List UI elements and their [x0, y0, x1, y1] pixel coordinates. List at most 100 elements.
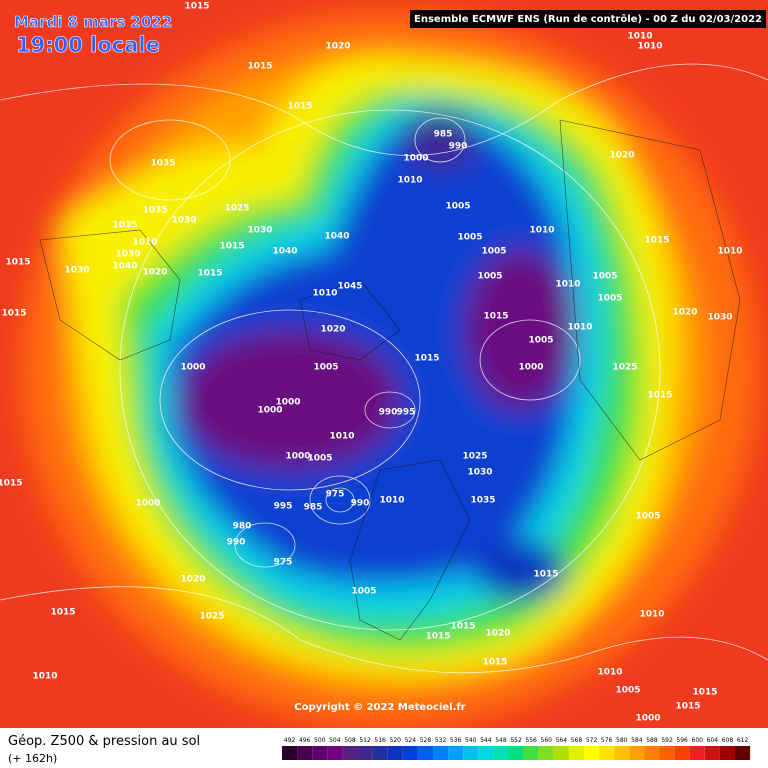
coast-north-america: [39, 229, 181, 361]
scale-cell: [433, 746, 449, 760]
isobar-label: 1005: [597, 294, 622, 304]
isobar: [325, 487, 355, 513]
isobar-label: 975: [274, 558, 293, 568]
isobar-label: 1030: [707, 313, 732, 323]
scale-label: 496: [299, 737, 311, 744]
scale-cell: [614, 746, 630, 760]
isobar-label: 1010: [32, 672, 57, 682]
scale-label: 600: [692, 737, 704, 744]
isobar-label: 1025: [612, 363, 637, 373]
scale-cell: [327, 746, 343, 760]
isobar-label: 1035: [150, 159, 175, 169]
isobar-labels: 1015101010101020101510159859901000103510…: [0, 2, 743, 724]
isobar-label: 1000: [275, 398, 300, 408]
isobar-label: 1005: [481, 247, 506, 257]
isobar-label: 1030: [115, 250, 140, 260]
isobar-label: 1010: [717, 247, 742, 257]
scale-label: 580: [616, 737, 628, 744]
scale-cell: [282, 746, 298, 760]
isobar-label: 1015: [184, 2, 209, 12]
isobar-label: 990: [227, 538, 246, 548]
scale-cell: [704, 746, 720, 760]
isobar-label: 975: [326, 490, 345, 500]
scale-label: 596: [676, 737, 688, 744]
isobar-label: 990: [379, 408, 398, 418]
isobar-label: 1020: [485, 629, 510, 639]
geopotential-shading: [20, 10, 760, 730]
isobar-label: 1005: [445, 202, 470, 212]
scale-cell: [553, 746, 569, 760]
isobar-label: 1000: [135, 499, 160, 509]
isobar-lines: [0, 63, 768, 674]
isobar-label: 1005: [615, 686, 640, 696]
scale-cell: [448, 746, 464, 760]
isobar: [0, 586, 768, 674]
scale-cell: [568, 746, 584, 760]
coast-greenland: [299, 279, 401, 361]
scale-cell: [402, 746, 418, 760]
isobar-label: 1035: [142, 206, 167, 216]
scale-label: 504: [329, 737, 341, 744]
isobar-label: 1015: [450, 622, 475, 632]
map-time: 19:00 locale: [16, 33, 160, 57]
scale-label: 588: [646, 737, 658, 744]
isobar-label: 1015: [5, 258, 30, 268]
scale-label: 608: [722, 737, 734, 744]
scale-label: 540: [465, 737, 477, 744]
scale-cell: [387, 746, 403, 760]
model-title: Ensemble ECMWF ENS (Run de contrôle) - 0…: [414, 13, 762, 25]
isobar-label: 1005: [477, 272, 502, 282]
isobar-label: 1000: [257, 406, 282, 416]
scale-label: 512: [359, 737, 371, 744]
isobar-label: 1005: [635, 512, 660, 522]
isobar-label: 1010: [379, 496, 404, 506]
scale-label: 532: [435, 737, 447, 744]
isobar-label: 1015: [50, 608, 75, 618]
scale-cell: [312, 746, 328, 760]
isobar-label: 1010: [597, 668, 622, 678]
isobar-label: 1020: [142, 268, 167, 278]
isobar-label: 995: [397, 408, 416, 418]
isobar-label: 1030: [247, 226, 272, 236]
scale-cell: [599, 746, 615, 760]
scale-label: 604: [707, 737, 719, 744]
scale-cell: [493, 746, 509, 760]
isobar-label: 995: [274, 502, 293, 512]
isobar-label: 1015: [675, 702, 700, 712]
color-scale: 492 496 500 504 508 512 516 520 524 528 532 536 540 5…: [282, 737, 751, 760]
isobar-label: 1010: [637, 42, 662, 52]
isobar-label: 1010: [132, 238, 157, 248]
isobar-label: 1015: [425, 632, 450, 642]
scale-label: 492: [284, 737, 296, 744]
isobar-label: 1000: [403, 154, 428, 164]
coastlines: [39, 119, 741, 641]
isobar-label: 1000: [180, 363, 205, 373]
isobar-label: 1015: [1, 309, 26, 319]
map-field: 1015101010101020101510159859901000103510…: [0, 0, 768, 730]
isobar-label: 1040: [272, 247, 297, 257]
coast-europe: [349, 459, 471, 641]
isobar: [0, 63, 768, 156]
scale-cell: [674, 746, 690, 760]
isobar-label: 990: [351, 499, 370, 509]
isobar-label: 1010: [329, 432, 354, 442]
scale-label: 612: [737, 737, 749, 744]
isobar-label: 1005: [528, 336, 553, 346]
isobar-label: 1025: [462, 452, 487, 462]
scale-label: 536: [450, 737, 462, 744]
scale-label: 560: [541, 737, 553, 744]
scale-label: 576: [601, 737, 613, 744]
scale-cell: [463, 746, 479, 760]
scale-label: 508: [344, 737, 356, 744]
isobar-label: 1015: [533, 570, 558, 580]
isobar-label: 1015: [247, 62, 272, 72]
isobar-label: 1045: [337, 282, 362, 292]
isobar-label: 1010: [627, 32, 652, 42]
scale-cell: [342, 746, 358, 760]
isobar-label: 1030: [467, 468, 492, 478]
isobar-label: 1010: [312, 289, 337, 299]
low-purple-west: [180, 330, 400, 470]
isobar: [414, 117, 466, 163]
isobar: [364, 391, 416, 429]
